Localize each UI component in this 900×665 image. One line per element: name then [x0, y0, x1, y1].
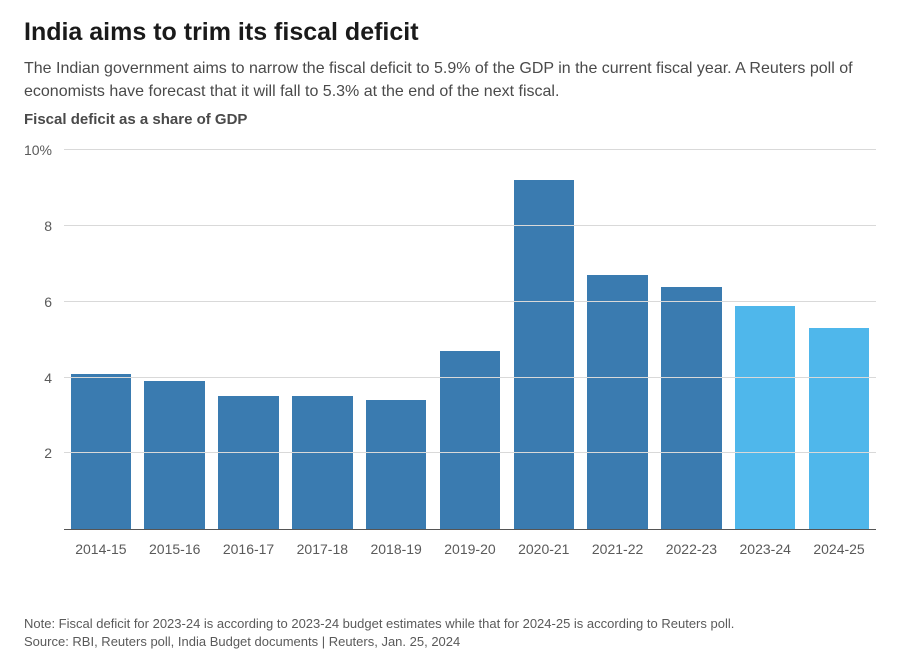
gridline — [64, 225, 876, 226]
bar — [514, 180, 575, 529]
bar — [587, 275, 648, 529]
gridline — [64, 377, 876, 378]
bar-slot: 2019-20 — [433, 150, 507, 529]
y-tick-label: 8 — [44, 218, 52, 234]
bar-slot: 2023-24 — [728, 150, 802, 529]
chart-subtitle: The Indian government aims to narrow the… — [24, 57, 874, 103]
footer-note: Note: Fiscal deficit for 2023-24 is acco… — [24, 615, 734, 633]
gridline — [64, 149, 876, 150]
y-tick-label: 10% — [24, 142, 52, 158]
bar — [366, 400, 427, 529]
bar-slot: 2022-23 — [655, 150, 729, 529]
x-tick-label: 2024-25 — [813, 541, 864, 557]
chart-title: India aims to trim its fiscal deficit — [24, 18, 876, 47]
y-tick-label: 6 — [44, 294, 52, 310]
x-tick-label: 2022-23 — [666, 541, 717, 557]
x-tick-label: 2019-20 — [444, 541, 495, 557]
bar — [809, 328, 870, 529]
y-tick-label: 4 — [44, 370, 52, 386]
bar-slot: 2020-21 — [507, 150, 581, 529]
bar-slot: 2021-22 — [581, 150, 655, 529]
y-axis-title: Fiscal deficit as a share of GDP — [24, 111, 876, 128]
bar-slot: 2018-19 — [359, 150, 433, 529]
bars-group: 2014-152015-162016-172017-182018-192019-… — [64, 150, 876, 529]
bar — [440, 351, 501, 529]
plot-area: 2014-152015-162016-172017-182018-192019-… — [64, 150, 876, 530]
x-tick-label: 2020-21 — [518, 541, 569, 557]
x-tick-label: 2015-16 — [149, 541, 200, 557]
bar-slot: 2016-17 — [212, 150, 286, 529]
x-tick-label: 2017-18 — [297, 541, 348, 557]
bar — [144, 381, 205, 529]
chart-footer: Note: Fiscal deficit for 2023-24 is acco… — [24, 615, 734, 651]
x-tick-label: 2023-24 — [740, 541, 791, 557]
x-tick-label: 2021-22 — [592, 541, 643, 557]
bar — [292, 396, 353, 529]
chart-container: 2014-152015-162016-172017-182018-192019-… — [24, 142, 876, 572]
x-tick-label: 2016-17 — [223, 541, 274, 557]
x-tick-label: 2018-19 — [370, 541, 421, 557]
bar — [735, 306, 796, 530]
bar-slot: 2014-15 — [64, 150, 138, 529]
y-tick-label: 2 — [44, 445, 52, 461]
bar-slot: 2017-18 — [285, 150, 359, 529]
x-tick-label: 2014-15 — [75, 541, 126, 557]
bar — [218, 396, 279, 529]
bar-slot: 2015-16 — [138, 150, 212, 529]
gridline — [64, 452, 876, 453]
gridline — [64, 301, 876, 302]
footer-source: Source: RBI, Reuters poll, India Budget … — [24, 633, 734, 651]
bar-slot: 2024-25 — [802, 150, 876, 529]
bar — [661, 287, 722, 530]
